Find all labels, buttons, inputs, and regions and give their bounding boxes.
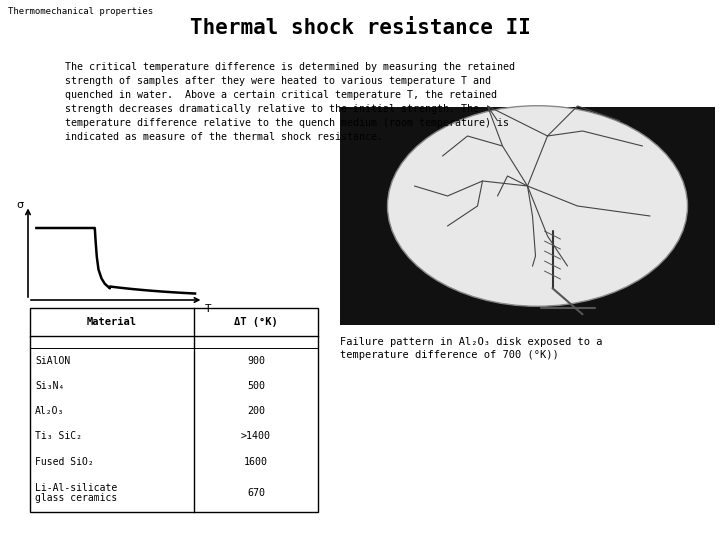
Text: Thermomechanical properties: Thermomechanical properties xyxy=(8,7,153,16)
Text: Si₃N₄: Si₃N₄ xyxy=(35,381,64,391)
Text: ΔT (°K): ΔT (°K) xyxy=(234,317,278,327)
Text: glass ceramics: glass ceramics xyxy=(35,493,117,503)
Text: T: T xyxy=(205,304,212,314)
Text: 200: 200 xyxy=(247,406,265,416)
Text: 670: 670 xyxy=(247,488,265,498)
Text: temperature difference of 700 (°K)): temperature difference of 700 (°K)) xyxy=(340,350,559,360)
Text: Material: Material xyxy=(87,317,137,327)
Text: Fused SiO₂: Fused SiO₂ xyxy=(35,456,94,467)
Text: SiAlON: SiAlON xyxy=(35,356,71,366)
Text: Al₂O₃: Al₂O₃ xyxy=(35,406,64,416)
Text: σ: σ xyxy=(16,200,23,211)
Text: Li-Al-silicate: Li-Al-silicate xyxy=(35,483,117,493)
Text: 900: 900 xyxy=(247,356,265,366)
Ellipse shape xyxy=(387,106,688,306)
Text: Failure pattern in Al₂O₃ disk exposed to a: Failure pattern in Al₂O₃ disk exposed to… xyxy=(340,337,603,347)
Text: 500: 500 xyxy=(247,381,265,391)
Text: >1400: >1400 xyxy=(241,431,271,441)
Text: 1600: 1600 xyxy=(244,456,268,467)
Text: Ti₃ SiC₂: Ti₃ SiC₂ xyxy=(35,431,82,441)
Polygon shape xyxy=(340,107,715,325)
Text: Thermal shock resistance II: Thermal shock resistance II xyxy=(189,18,531,38)
Text: The critical temperature difference is determined by measuring the retained
stre: The critical temperature difference is d… xyxy=(65,62,515,142)
